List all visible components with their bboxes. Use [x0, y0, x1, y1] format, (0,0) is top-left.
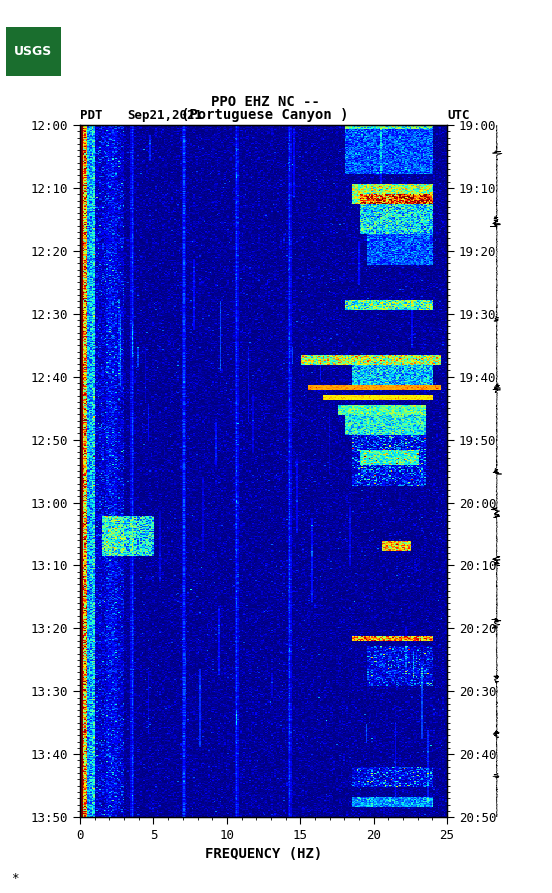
Text: (Portuguese Canyon ): (Portuguese Canyon )	[181, 108, 349, 122]
Text: *: *	[11, 872, 19, 885]
X-axis label: FREQUENCY (HZ): FREQUENCY (HZ)	[205, 847, 322, 862]
Text: PPO EHZ NC --: PPO EHZ NC --	[210, 95, 320, 109]
Text: UTC: UTC	[447, 109, 470, 122]
Text: Sep21,2021: Sep21,2021	[127, 109, 202, 122]
Text: PDT: PDT	[80, 109, 103, 122]
Text: USGS: USGS	[14, 45, 52, 58]
